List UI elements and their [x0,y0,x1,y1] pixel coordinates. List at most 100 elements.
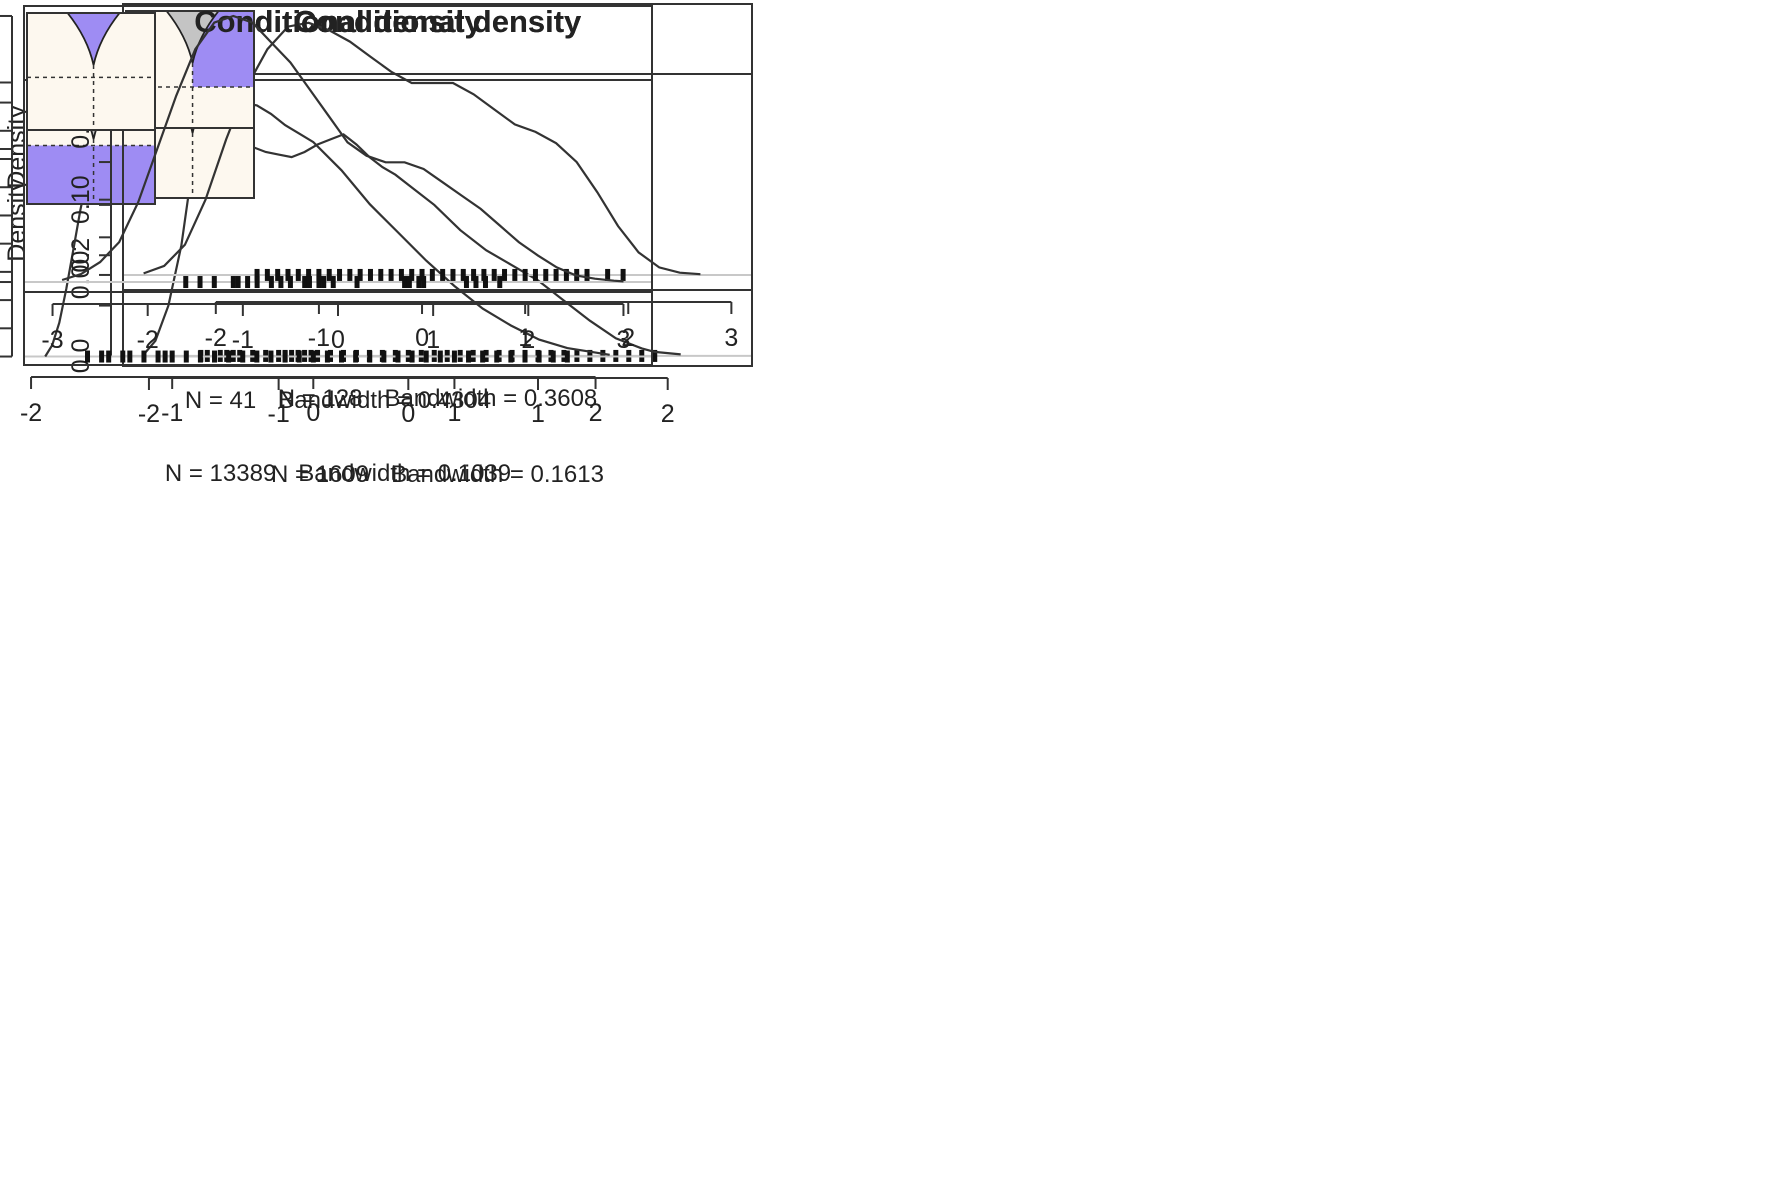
x-tick-label: 3 [724,324,738,352]
rug-tick [497,276,503,289]
rug-tick [550,350,556,363]
n-label: N = 1609 [271,461,369,488]
rug-tick [652,349,658,362]
rug-tick [482,276,488,289]
rug-tick [409,268,415,281]
rug-tick [240,350,246,363]
rug-tick [347,268,353,281]
inset-fill [27,145,155,204]
x-tick-label: -3 [41,326,63,354]
rug-tick [357,268,363,281]
rug-tick [437,350,443,363]
rug-tick [419,268,425,281]
rug-tick [316,268,322,281]
rug-tick [106,350,112,363]
x-tick-label: 0 [306,399,320,427]
rug-tick [264,268,270,281]
rug-tick [226,350,232,363]
x-tick-label: -2 [20,399,42,427]
x-tick-label: -1 [268,400,290,428]
rug-tick [536,350,542,363]
bandwidth-label: Bandwidth = 0.4304 [278,387,491,414]
rug-tick [406,276,412,289]
n-label: N = 13389 [165,460,276,487]
inset-wedge [65,12,122,66]
rug-tick [197,276,203,289]
rug-tick [480,350,486,363]
subtitle: N = 13389 Bandwidth = 0.1039 [165,460,511,487]
rug-tick [450,268,456,281]
x-tick-label: 1 [447,399,461,427]
rug-tick [543,268,549,281]
rug-tick [155,350,161,363]
rug-tick [429,268,435,281]
rug-tick [326,268,332,281]
subtitle: N = 128 Bandwidth = 0.3608 [278,385,598,412]
inset-glyph [26,12,156,131]
rug-tick [409,350,415,363]
x-tick-label: -1 [232,326,254,354]
plot-frame [122,3,753,291]
rug-tick [354,276,360,289]
rug-tick [230,276,236,289]
rug-tick [254,350,260,363]
rug-tick [451,350,457,363]
rug-tick [275,268,281,281]
rug-tick [254,268,260,281]
rug-tick [388,268,394,281]
rug-tick [491,268,497,281]
rug-tick [471,268,477,281]
rug-tick [402,276,408,289]
chart-title: Conditional density [294,4,582,39]
rug-tick [395,350,401,363]
rug-tick [99,350,105,363]
x-tick-label: 0 [401,400,415,428]
rug-tick [339,350,345,363]
y-tick-label: 0.10 [67,175,95,224]
rug-tick [423,350,429,363]
x-tick-label: 2 [589,399,603,427]
plot-frame [23,5,653,293]
subtitle: N = 1609 Bandwidth = 0.1613 [271,461,604,488]
rug-tick [120,350,126,363]
inset-wedge [164,10,221,64]
rug-tick [512,268,518,281]
rug-tick [295,268,301,281]
x-tick-label: 0 [415,324,429,352]
x-tick-label: 2 [521,326,535,354]
rug-tick [212,350,218,363]
rug-tick [620,268,626,281]
rug-tick [254,276,260,289]
rug-tick [337,268,343,281]
rug-tick [378,268,384,281]
rug-tick [183,276,189,289]
rug-tick [494,350,500,363]
x-tick-label: -2 [138,400,160,428]
x-tick-label: 1 [518,324,532,352]
rug-tick [183,350,189,363]
x-tick-label: 1 [531,400,545,428]
rug-tick [324,350,330,363]
rug-tick [473,276,479,289]
x-tick-label: -2 [137,326,159,354]
x-tick-label: -2 [205,324,227,352]
x-tick-label: 2 [661,400,675,428]
rug-tick [553,268,559,281]
rug-tick [367,350,373,363]
x-tick-label: -1 [308,324,330,352]
chart-title: Conditional density [194,4,482,39]
rug-tick [127,350,133,363]
rug-tick [211,276,217,289]
rug-tick [522,350,528,363]
rug-tick [502,268,508,281]
rug-tick [310,350,316,363]
rug-tick [268,350,274,363]
density-line [61,14,624,283]
rug-tick [278,276,284,289]
rug-tick [321,276,327,289]
bandwidth-label: Bandwidth = 0.3608 [384,385,597,412]
